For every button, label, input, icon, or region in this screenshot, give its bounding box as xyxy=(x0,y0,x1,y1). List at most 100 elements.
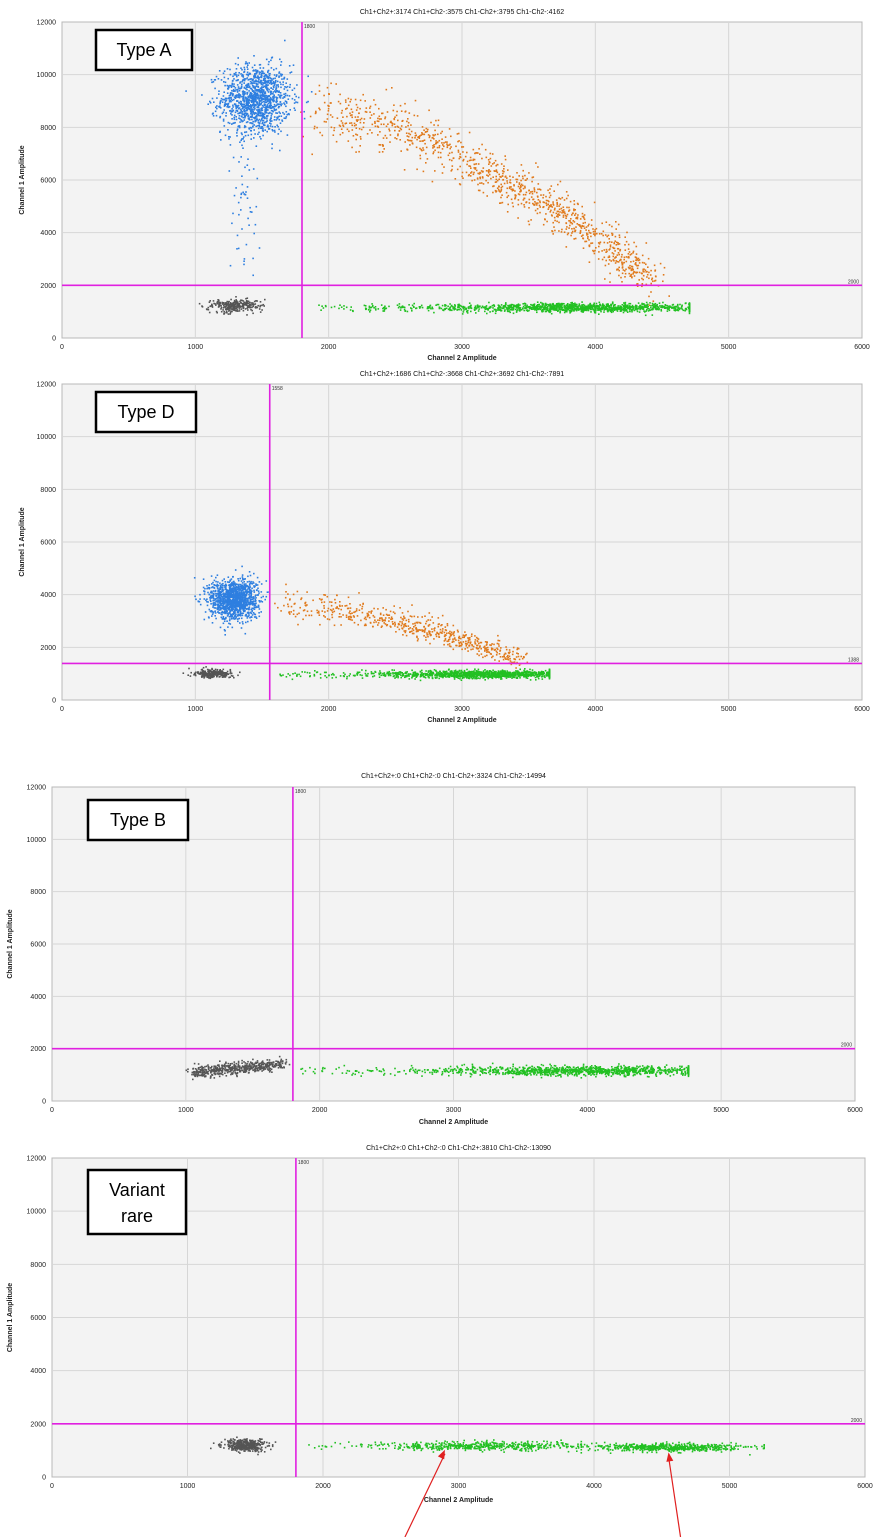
data-point xyxy=(221,579,224,582)
cluster-ch1-ch2- xyxy=(300,82,670,306)
data-point xyxy=(239,141,241,143)
data-point xyxy=(327,107,330,110)
data-point xyxy=(516,181,518,183)
data-point xyxy=(566,308,569,311)
data-point xyxy=(383,148,385,150)
data-point xyxy=(621,272,624,275)
data-point xyxy=(437,124,439,127)
data-point xyxy=(264,112,267,114)
data-point xyxy=(445,304,447,307)
data-point xyxy=(522,303,524,305)
data-point xyxy=(210,600,212,603)
data-point xyxy=(227,121,230,124)
data-point xyxy=(248,169,251,171)
y-tick-label: 6000 xyxy=(40,178,56,185)
data-point xyxy=(637,259,640,262)
data-point xyxy=(316,126,318,129)
data-point xyxy=(538,204,541,207)
data-point xyxy=(394,126,397,128)
data-point xyxy=(273,74,276,76)
data-point xyxy=(641,285,643,288)
data-point xyxy=(616,309,618,311)
data-point xyxy=(426,307,429,310)
data-point xyxy=(264,117,266,120)
data-point xyxy=(241,79,244,82)
data-point xyxy=(272,93,274,95)
data-point xyxy=(211,113,214,115)
data-point xyxy=(573,209,575,212)
data-point xyxy=(507,194,510,197)
data-point xyxy=(344,122,347,125)
data-point xyxy=(418,306,421,308)
data-point xyxy=(264,94,266,96)
data-point xyxy=(330,306,333,309)
data-point xyxy=(466,151,468,154)
data-point xyxy=(472,148,475,151)
data-point xyxy=(243,71,245,73)
data-point xyxy=(246,601,248,603)
data-point xyxy=(248,606,251,608)
data-point xyxy=(615,256,617,259)
data-point xyxy=(228,100,231,103)
data-point xyxy=(244,125,246,127)
data-point xyxy=(530,191,532,193)
data-point xyxy=(606,310,609,312)
data-point xyxy=(218,93,220,95)
data-point xyxy=(517,303,520,305)
data-point xyxy=(645,310,647,312)
data-point xyxy=(524,307,527,309)
data-point xyxy=(418,137,421,139)
data-point xyxy=(556,203,559,205)
data-point xyxy=(267,102,270,105)
data-point xyxy=(294,93,296,96)
data-point xyxy=(239,594,242,597)
data-point xyxy=(266,75,268,78)
data-point xyxy=(551,215,553,217)
data-point xyxy=(594,231,596,233)
data-point xyxy=(233,301,236,303)
data-point xyxy=(508,187,511,190)
data-point xyxy=(516,304,519,306)
data-point xyxy=(273,109,276,111)
data-point xyxy=(359,145,361,147)
data-point xyxy=(506,211,509,213)
data-point xyxy=(234,586,237,589)
data-point xyxy=(645,263,647,266)
data-point xyxy=(257,304,259,307)
data-point xyxy=(411,136,414,139)
data-point xyxy=(246,121,249,123)
data-point xyxy=(222,309,224,311)
data-point xyxy=(454,304,456,306)
data-point xyxy=(253,604,256,607)
data-point xyxy=(654,306,657,309)
data-point xyxy=(594,305,596,308)
data-point xyxy=(274,91,277,94)
data-point xyxy=(586,305,589,308)
data-point xyxy=(509,181,511,184)
data-point xyxy=(240,105,243,107)
data-point xyxy=(654,305,656,308)
data-point xyxy=(337,100,340,103)
data-point xyxy=(616,310,619,312)
data-point xyxy=(222,307,225,309)
data-point xyxy=(222,111,225,113)
data-point xyxy=(448,152,451,154)
data-point xyxy=(258,131,260,134)
data-point xyxy=(259,125,261,128)
data-point xyxy=(379,144,382,146)
data-point xyxy=(271,129,274,131)
data-point xyxy=(249,87,252,90)
data-point xyxy=(259,136,261,138)
data-point xyxy=(258,91,261,93)
data-point xyxy=(232,75,234,78)
data-point xyxy=(625,256,628,258)
data-point xyxy=(574,304,576,306)
data-point xyxy=(589,302,592,305)
data-point xyxy=(231,114,233,116)
data-point xyxy=(373,113,375,115)
data-point xyxy=(501,307,504,309)
data-point xyxy=(242,105,244,108)
data-point xyxy=(220,79,223,81)
data-point xyxy=(227,604,229,606)
data-point xyxy=(293,102,296,104)
